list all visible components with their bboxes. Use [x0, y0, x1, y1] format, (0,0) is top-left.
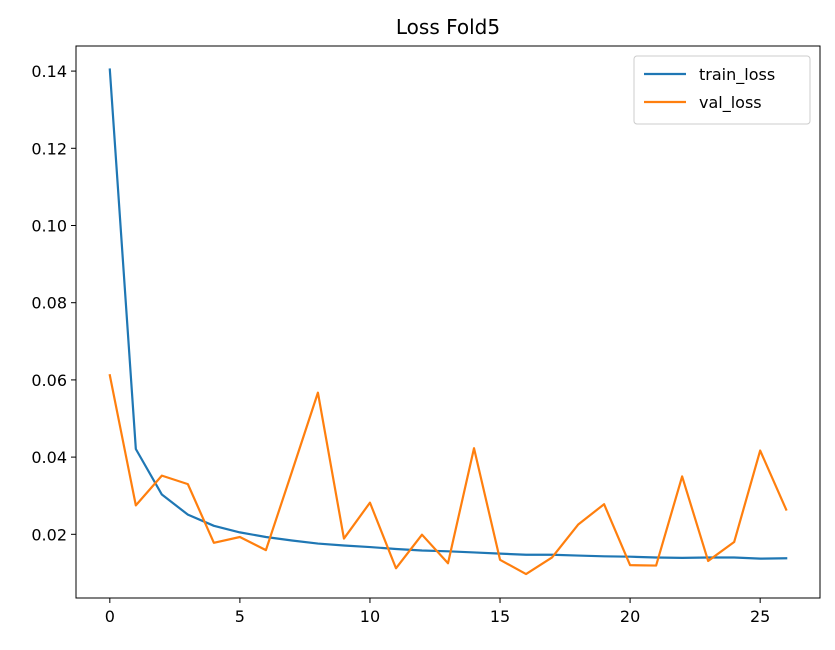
y-tick-label: 0.02 — [31, 525, 67, 544]
x-axis: 0 5 10 15 20 25 — [105, 598, 770, 626]
y-tick-label: 0.10 — [31, 216, 67, 235]
x-tick-label: 10 — [360, 607, 380, 626]
x-tick-label: 20 — [620, 607, 640, 626]
series-layer — [108, 68, 788, 576]
y-tick-label: 0.04 — [31, 448, 67, 467]
series-line-val-loss — [108, 373, 788, 576]
plot-frame — [75, 45, 821, 599]
y-axis: 0.02 0.04 0.06 0.08 0.10 0.12 0.14 — [31, 62, 76, 544]
y-tick-label: 0.08 — [31, 294, 67, 313]
legend-label: train_loss — [699, 65, 775, 85]
x-tick-label: 25 — [750, 607, 770, 626]
y-tick-label: 0.06 — [31, 371, 67, 390]
plot-area — [75, 45, 821, 599]
x-tick-label: 15 — [490, 607, 510, 626]
y-tick-label: 0.14 — [31, 62, 67, 81]
x-tick-label: 0 — [105, 607, 115, 626]
series-line-train-loss — [108, 68, 788, 560]
y-tick-label: 0.12 — [31, 139, 67, 158]
chart-title: Loss Fold5 — [396, 15, 500, 39]
x-tick-label: 5 — [235, 607, 245, 626]
legend: train_loss val_loss — [633, 55, 811, 125]
legend-label: val_loss — [699, 93, 762, 113]
